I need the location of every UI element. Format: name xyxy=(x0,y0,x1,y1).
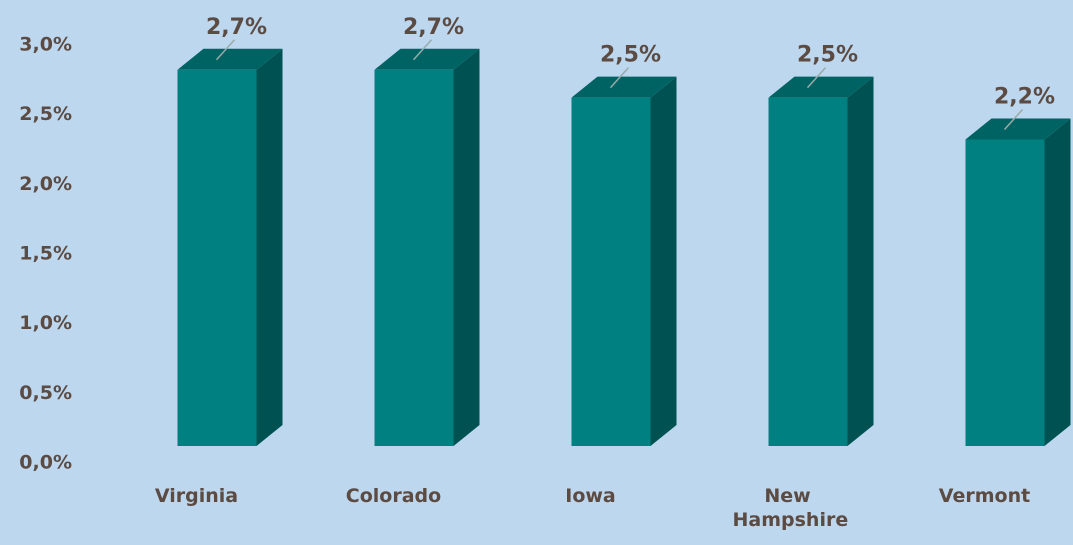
value-label: 2,2% xyxy=(994,84,1055,109)
leader-line xyxy=(215,39,236,61)
y-tick-label: 1,0% xyxy=(19,312,72,334)
y-tick-label: 2,0% xyxy=(19,173,72,195)
bar xyxy=(965,139,1045,446)
leader-line xyxy=(412,39,433,61)
bar-top xyxy=(965,118,1071,140)
leader-line xyxy=(609,67,630,89)
value-label: 2,5% xyxy=(797,43,858,68)
bar-top xyxy=(374,48,480,70)
x-tick-label: Iowa xyxy=(565,485,616,507)
x-tick-label: Virginia xyxy=(154,485,239,507)
leader-line xyxy=(1003,108,1024,130)
bar-top xyxy=(177,48,283,70)
bar-top xyxy=(768,76,874,98)
bar-side xyxy=(256,48,283,447)
y-tick-label: 3,0% xyxy=(19,34,72,56)
value-label: 2,7% xyxy=(206,15,267,40)
leader-line xyxy=(806,67,827,89)
bar-side xyxy=(650,76,677,447)
bar xyxy=(374,69,454,447)
bar xyxy=(177,69,257,447)
y-tick-label: 0,0% xyxy=(19,452,72,474)
y-tick-label: 1,5% xyxy=(19,243,72,265)
x-tick-label: New Hampshire xyxy=(732,485,849,531)
x-tick-label: Vermont xyxy=(938,485,1031,507)
bar-top xyxy=(571,76,677,98)
bar xyxy=(571,97,651,447)
x-tick-label: Colorado xyxy=(345,485,442,507)
y-tick-label: 0,5% xyxy=(19,382,72,404)
y-tick-label: 2,5% xyxy=(19,103,72,125)
bar-side xyxy=(847,76,874,447)
bar-side xyxy=(453,48,480,447)
bar-side xyxy=(1044,118,1071,446)
value-label: 2,5% xyxy=(600,43,661,68)
value-label: 2,7% xyxy=(403,15,464,40)
bar xyxy=(768,97,848,447)
